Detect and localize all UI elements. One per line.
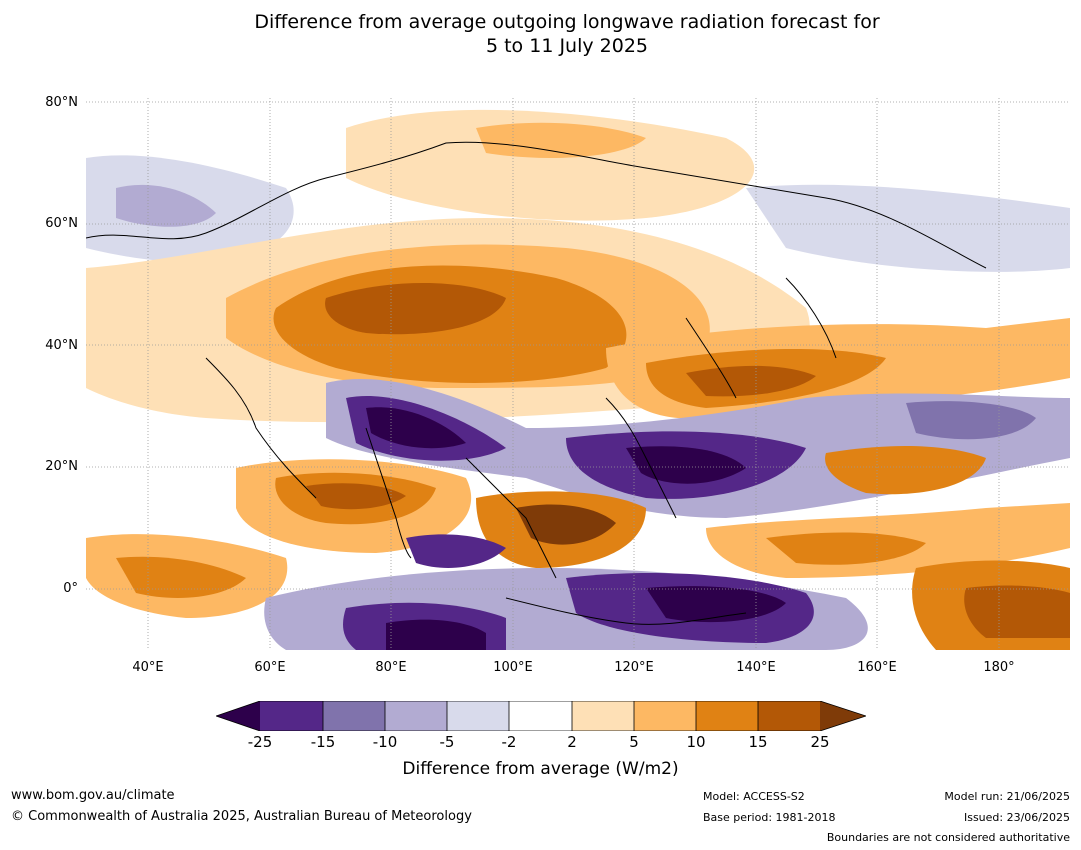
colorbar-label: Difference from average (W/m2) xyxy=(402,759,679,779)
copyright-text: © Commonwealth of Australia 2025, Austra… xyxy=(11,809,472,824)
colorbar-tick: 10 xyxy=(686,733,706,751)
model-run-text: Model run: 21/06/2025 xyxy=(944,790,1070,803)
lon-label-80e: 80°E xyxy=(375,660,407,675)
model-text: Model: ACCESS-S2 xyxy=(703,790,805,803)
bom-url-link[interactable]: www.bom.gov.au/climate xyxy=(11,788,175,803)
lon-label-120e: 120°E xyxy=(614,660,654,675)
colorbar xyxy=(216,701,866,731)
lon-label-160e: 160°E xyxy=(857,660,897,675)
colorbar-max-arrow xyxy=(820,701,866,731)
title-line-1: Difference from average outgoing longwav… xyxy=(254,11,880,33)
lat-label-20n: 20°N xyxy=(45,459,78,474)
colorbar-segment-8 xyxy=(696,701,758,731)
colorbar-segment-1 xyxy=(260,701,323,731)
lon-label-140e: 140°E xyxy=(736,660,776,675)
graticule xyxy=(86,98,1070,650)
lon-label-60e: 60°E xyxy=(254,660,286,675)
colorbar-min-arrow xyxy=(216,701,260,731)
colorbar-segment-9 xyxy=(758,701,820,731)
colorbar-segment-3 xyxy=(385,701,447,731)
issued-text: Issued: 23/06/2025 xyxy=(963,811,1070,824)
colorbar-segment-4 xyxy=(447,701,509,731)
title-line-2: 5 to 11 July 2025 xyxy=(485,35,649,57)
colorbar-tick: 2 xyxy=(567,733,577,751)
colorbar-tick: 5 xyxy=(629,733,639,751)
region-orange-north-siberia xyxy=(346,109,755,221)
colorbar-segment-6 xyxy=(572,701,634,731)
map-title: Difference from average outgoing longwav… xyxy=(0,10,1081,58)
colorbar-tick: -25 xyxy=(247,733,273,751)
colorbar-segment-5 xyxy=(509,701,572,731)
colorbar-tick: 25 xyxy=(810,733,830,751)
colorbar-segment-2 xyxy=(323,701,385,731)
colorbar-tick: 15 xyxy=(748,733,768,751)
lon-label-180: 180° xyxy=(983,660,1015,675)
lat-label-40n: 40°N xyxy=(45,338,78,353)
coastlines xyxy=(86,141,987,625)
lat-label-80n: 80°N xyxy=(45,95,78,110)
colorbar-tick: -15 xyxy=(310,733,336,751)
disclaimer-text: Boundaries are not considered authoritat… xyxy=(826,831,1070,844)
lon-label-100e: 100°E xyxy=(493,660,533,675)
colorbar-tick: -2 xyxy=(501,733,517,751)
olr-anomaly-map xyxy=(86,98,1070,650)
colorbar-tick: -5 xyxy=(439,733,455,751)
base-period-text: Base period: 1981-2018 xyxy=(703,811,836,824)
lon-label-40e: 40°E xyxy=(132,660,164,675)
lat-label-60n: 60°N xyxy=(45,216,78,231)
colorbar-segment-7 xyxy=(634,701,696,731)
map-canvas xyxy=(86,98,1070,650)
lat-label-equator: 0° xyxy=(63,581,78,596)
colorbar-tick: -10 xyxy=(372,733,398,751)
